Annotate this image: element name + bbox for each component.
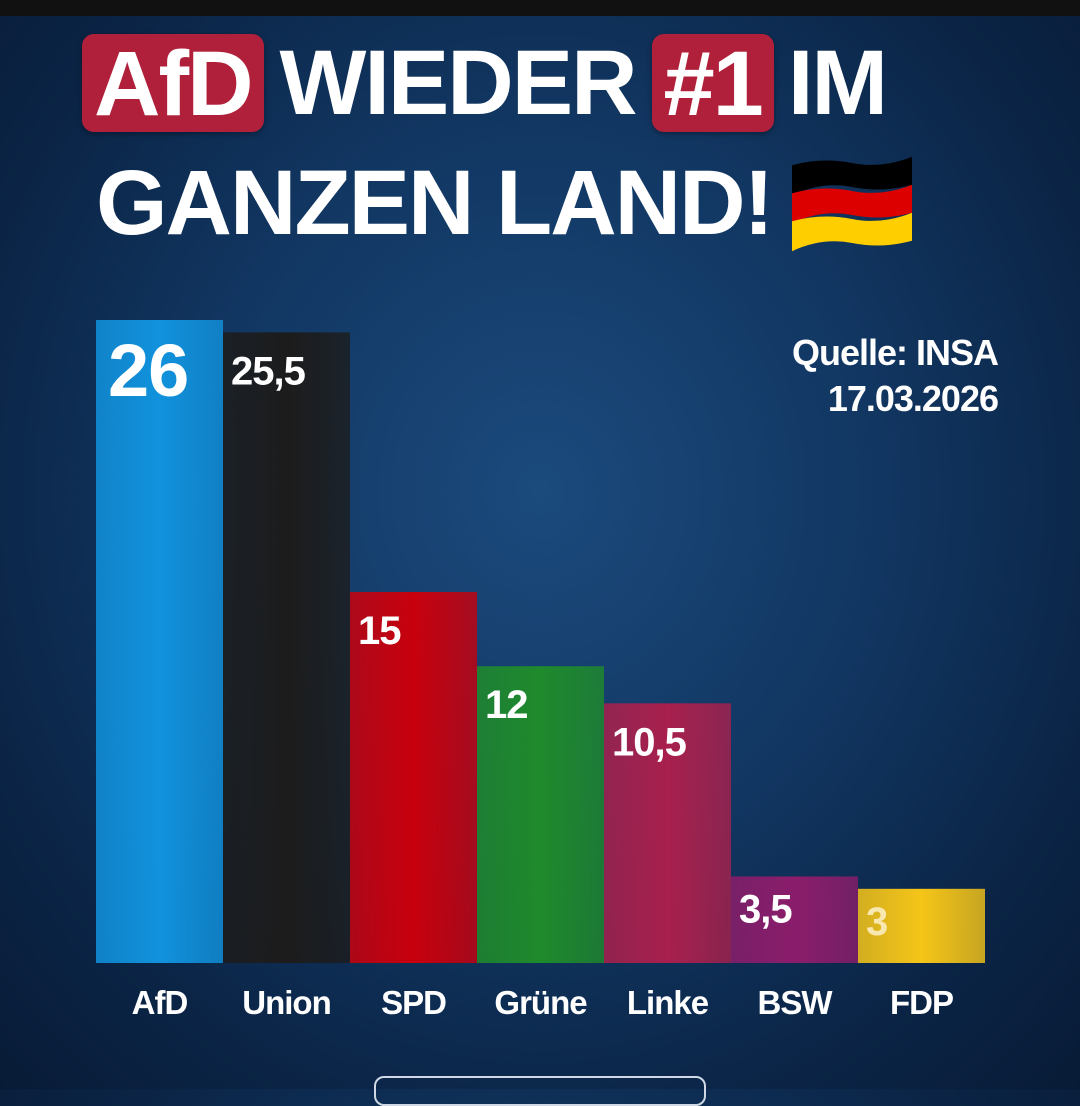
category-label-union: Union: [242, 984, 330, 1021]
source-date: 17.03.2026: [827, 378, 999, 419]
germany-flag-icon: [790, 153, 914, 254]
headline-text-ganzen-land: GANZEN LAND!: [96, 152, 774, 254]
category-label-spd: SPD: [381, 984, 446, 1021]
value-label-bsw: 3,5: [739, 887, 792, 931]
category-label-bsw: BSW: [758, 984, 834, 1021]
bottom-handle: [374, 1076, 706, 1106]
headline-text-wieder: WIEDER: [279, 32, 638, 134]
value-label-union: 25,5: [231, 349, 306, 393]
headline-highlight-afd: AfD: [82, 34, 264, 132]
value-label-gruene: 12: [485, 683, 528, 727]
bar-fdp: [858, 888, 985, 963]
value-label-linke: 10,5: [612, 720, 687, 764]
value-label-afd: 26: [108, 329, 188, 412]
value-label-spd: 15: [358, 609, 401, 653]
headline-line-1: AfD WIEDER #1 IM: [82, 28, 888, 138]
category-label-afd: AfD: [132, 984, 188, 1021]
category-label-gruene: Grüne: [494, 984, 587, 1021]
bar-spd: [350, 592, 477, 963]
flag-stripe-black: [792, 156, 913, 196]
bar-linke: [604, 703, 731, 963]
source-note: Quelle: INSA 17.03.2026: [791, 330, 999, 422]
category-label-linke: Linke: [627, 984, 709, 1021]
top-bar: [0, 0, 1080, 16]
bar-gruene: [477, 666, 604, 963]
headline-text-im: IM: [787, 32, 888, 134]
category-label-fdp: FDP: [890, 984, 953, 1021]
bar-union: [223, 332, 350, 964]
bar-afd: [96, 320, 223, 963]
source-name: Quelle: INSA: [791, 332, 999, 373]
flag-stripe-gold: [792, 212, 913, 252]
headline-line-2: GANZEN LAND!: [96, 148, 914, 258]
value-label-fdp: 3: [866, 900, 887, 944]
flag-stripe-red: [792, 184, 913, 224]
headline-highlight-number-one: #1: [651, 34, 774, 132]
bar-bsw: [731, 876, 858, 963]
